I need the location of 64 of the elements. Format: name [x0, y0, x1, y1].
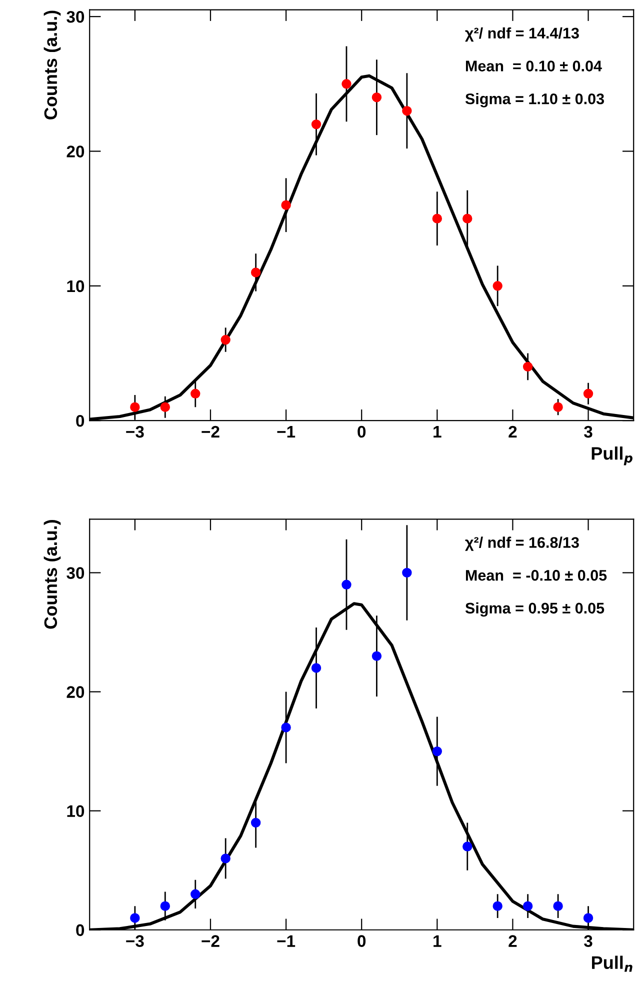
- point: [583, 913, 594, 923]
- x-tick-label: −2: [202, 426, 220, 438]
- point: [432, 746, 442, 756]
- point: [160, 402, 170, 412]
- x-tick-label: 1: [434, 935, 442, 947]
- x-axis-title: Pull$_{n}$: [592, 956, 632, 972]
- point: [281, 722, 291, 732]
- x-tick-label: −3: [126, 935, 144, 948]
- point: [492, 281, 502, 291]
- y-axis-title: Counts (a.u.): [44, 520, 61, 629]
- point: [220, 334, 230, 345]
- annotation: Mean = 0.10 ± 0.04: [466, 60, 602, 72]
- point: [372, 651, 382, 661]
- x-tick-label: 3: [584, 935, 592, 948]
- point: [281, 200, 291, 210]
- y-axis-title: Counts (a.u.): [44, 10, 61, 120]
- point: [553, 402, 563, 412]
- point: [311, 663, 322, 673]
- point: [250, 268, 261, 278]
- annotation: Sigma = 1.10 ± 0.03: [465, 93, 604, 108]
- annotation: Sigma = 0.95 ± 0.05: [465, 602, 604, 617]
- point: [432, 214, 442, 224]
- point: [130, 913, 140, 923]
- point: [553, 901, 563, 911]
- y-tick-label: 20: [66, 146, 84, 158]
- point: [462, 842, 472, 852]
- y-tick-label: 0: [76, 414, 84, 427]
- point: [220, 854, 230, 864]
- point: [190, 388, 200, 398]
- point: [462, 214, 472, 224]
- point: [522, 362, 533, 372]
- x-tick-label: −1: [277, 935, 296, 947]
- point: [190, 889, 200, 900]
- point: [311, 119, 322, 130]
- x-tick-label: 0: [358, 935, 366, 947]
- y-tick-label: 30: [66, 567, 84, 579]
- point: [372, 92, 382, 102]
- point: [583, 388, 594, 398]
- point: [130, 402, 140, 412]
- point: [402, 568, 412, 578]
- x-tick-label: 0: [358, 426, 366, 438]
- point: [492, 901, 502, 911]
- x-tick-label: 2: [508, 935, 517, 947]
- point: [342, 580, 352, 590]
- y-tick-label: 20: [66, 686, 84, 698]
- point: [160, 901, 170, 911]
- y-tick-label: 30: [66, 10, 84, 23]
- x-tick-label: −2: [202, 935, 220, 947]
- point: [522, 901, 533, 911]
- y-tick-label: 10: [67, 280, 84, 292]
- x-axis-title: Pull$_{p}$: [592, 446, 632, 466]
- x-tick-label: −3: [126, 426, 144, 438]
- x-tick-label: 2: [508, 426, 517, 438]
- point: [342, 79, 352, 89]
- point: [402, 106, 412, 116]
- annotation: χ²/ ndf = 16.8/13: [465, 536, 579, 551]
- annotation: Mean = -0.10 ± 0.05: [466, 570, 607, 581]
- x-tick-label: −1: [277, 426, 296, 438]
- x-tick-label: 1: [434, 426, 442, 438]
- x-tick-label: 3: [584, 426, 592, 438]
- point: [250, 818, 261, 828]
- y-tick-label: 10: [67, 805, 84, 818]
- y-tick-label: 0: [76, 924, 84, 936]
- annotation: χ²/ ndf = 14.4/13: [465, 27, 579, 42]
